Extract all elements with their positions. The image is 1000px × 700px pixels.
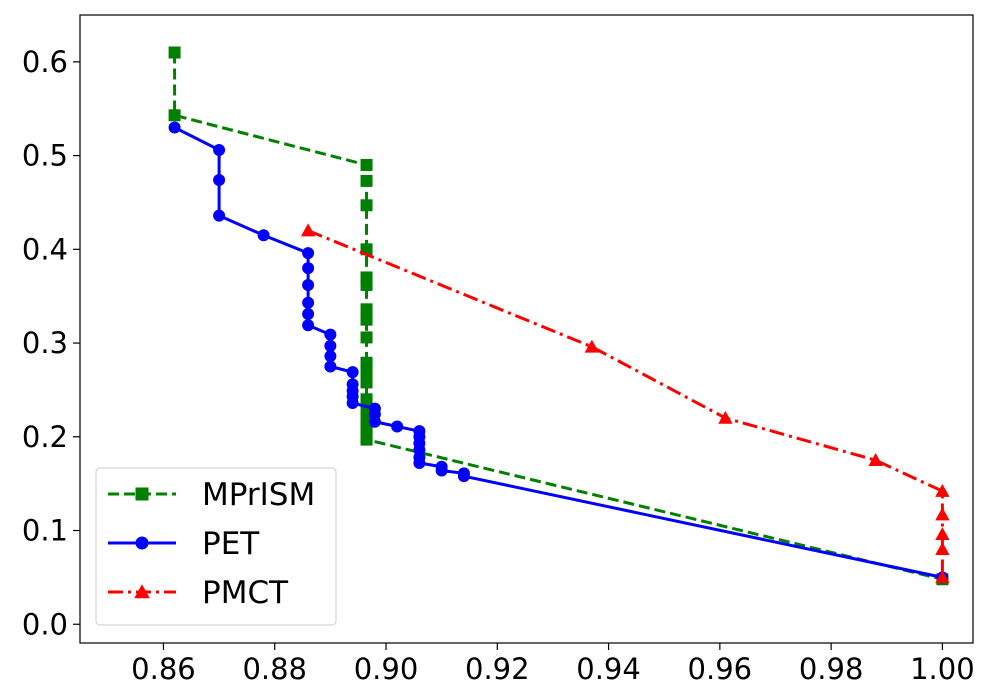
legend-label: MPrISM (202, 477, 315, 513)
y-tick-label: 0.2 (22, 420, 68, 454)
y-tick-label: 0.4 (22, 232, 68, 266)
pet-point (302, 296, 315, 309)
legend-label: PMCT (202, 575, 289, 611)
mprism-point (168, 109, 181, 122)
mprism-point (360, 365, 373, 378)
legend-box (95, 467, 337, 626)
x-tick-label: 0.88 (242, 652, 307, 686)
legend-marker (135, 487, 149, 501)
legend-item-pmct: PMCT (108, 575, 289, 611)
pmct-point (935, 483, 950, 497)
mprism-point (168, 46, 181, 59)
pmct-point (868, 453, 883, 466)
pet-point (346, 397, 359, 410)
pet-point (213, 209, 226, 222)
pmct-point (935, 570, 950, 584)
pet-point (368, 415, 381, 428)
mprism-point (360, 174, 373, 187)
pet-point (302, 308, 315, 321)
pet-point (324, 360, 337, 373)
y-tick-label: 0.3 (22, 326, 68, 360)
pmct-point (718, 410, 733, 424)
x-tick-label: 1.00 (910, 652, 975, 686)
pet-point (324, 339, 337, 352)
x-tick-label: 0.96 (688, 652, 753, 686)
plot-frame (79, 14, 974, 644)
mprism-point (360, 313, 373, 326)
mprism-point (360, 278, 373, 291)
x-tick-label: 0.86 (131, 652, 196, 686)
pmct-point (300, 223, 316, 237)
x-tick-label: 0.94 (576, 652, 641, 686)
series-pet (168, 121, 949, 584)
pmct-point (584, 339, 600, 353)
mprism-point (360, 393, 373, 406)
x-tick-label: 0.90 (354, 652, 419, 686)
y-tick-label: 0.6 (22, 45, 68, 79)
series-pmct (300, 223, 950, 584)
mprism-point (360, 158, 373, 171)
mprism-point (360, 303, 373, 316)
pet-point (346, 366, 359, 379)
y-tick-label: 0.5 (22, 139, 68, 173)
mprism-point (360, 433, 373, 446)
mprism-point (360, 199, 373, 212)
x-axis: 0.86 0.88 0.90 0.92 0.94 0.96 0.98 1.00 (131, 643, 975, 686)
pet-point (324, 350, 337, 363)
x-tick-label: 0.98 (799, 652, 864, 686)
legend-label: PET (202, 526, 260, 562)
pet-point (302, 262, 315, 275)
x-tick-label: 0.92 (465, 652, 530, 686)
series-layer (168, 46, 950, 586)
pet-point (413, 457, 426, 470)
pmct-point (935, 542, 950, 556)
mprism-point (360, 331, 373, 344)
pet-point (457, 470, 470, 483)
y-tick-label: 0.1 (22, 514, 68, 548)
legend-marker (135, 536, 149, 550)
pmct-point (935, 507, 950, 521)
pet-point (213, 143, 226, 156)
pet-point (324, 328, 337, 341)
mprism-line (173, 52, 943, 581)
pet-point (168, 121, 181, 134)
y-axis: 0.0 0.1 0.2 0.3 0.4 0.5 0.6 (22, 45, 80, 641)
legend-marker (134, 584, 150, 599)
pet-point (302, 319, 315, 332)
pet-point (302, 278, 315, 291)
pet-point (302, 247, 315, 260)
legend: MPrISM PET PMCT (95, 467, 337, 626)
legend-item-mprism: MPrISM (108, 477, 315, 513)
pet-point (435, 464, 448, 477)
legend-item-pet: PET (108, 526, 260, 562)
pmct-point (935, 527, 950, 541)
pet-point (391, 420, 404, 433)
y-tick-label: 0.0 (22, 607, 68, 641)
mprism-point (360, 376, 373, 389)
pet-point (257, 229, 270, 242)
pet-point (213, 173, 226, 186)
